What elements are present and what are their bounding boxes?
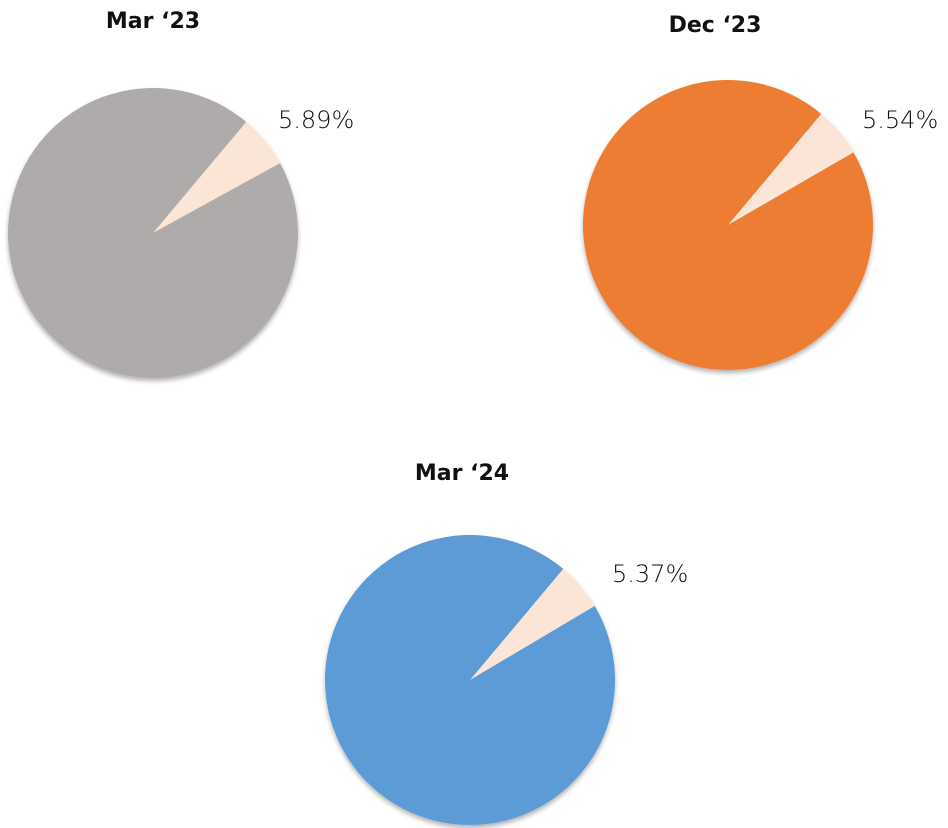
- pie-slice: [153, 121, 281, 233]
- pie-slice: [325, 535, 616, 826]
- pie: [325, 535, 616, 826]
- chart-title: Mar ‘23: [106, 9, 200, 34]
- data-label: 5.89%: [278, 106, 354, 134]
- pie: [8, 87, 298, 378]
- data-label: 5.37%: [612, 560, 688, 588]
- chart-title: Dec ‘23: [669, 13, 762, 38]
- pie-slice: [8, 87, 298, 378]
- pie-slice: [470, 568, 595, 680]
- pie: [582, 79, 873, 370]
- pie-slice: [582, 79, 873, 370]
- pie-slice: [728, 113, 854, 225]
- data-label: 5.54%: [862, 106, 938, 134]
- chart-title: Mar ‘24: [415, 461, 509, 486]
